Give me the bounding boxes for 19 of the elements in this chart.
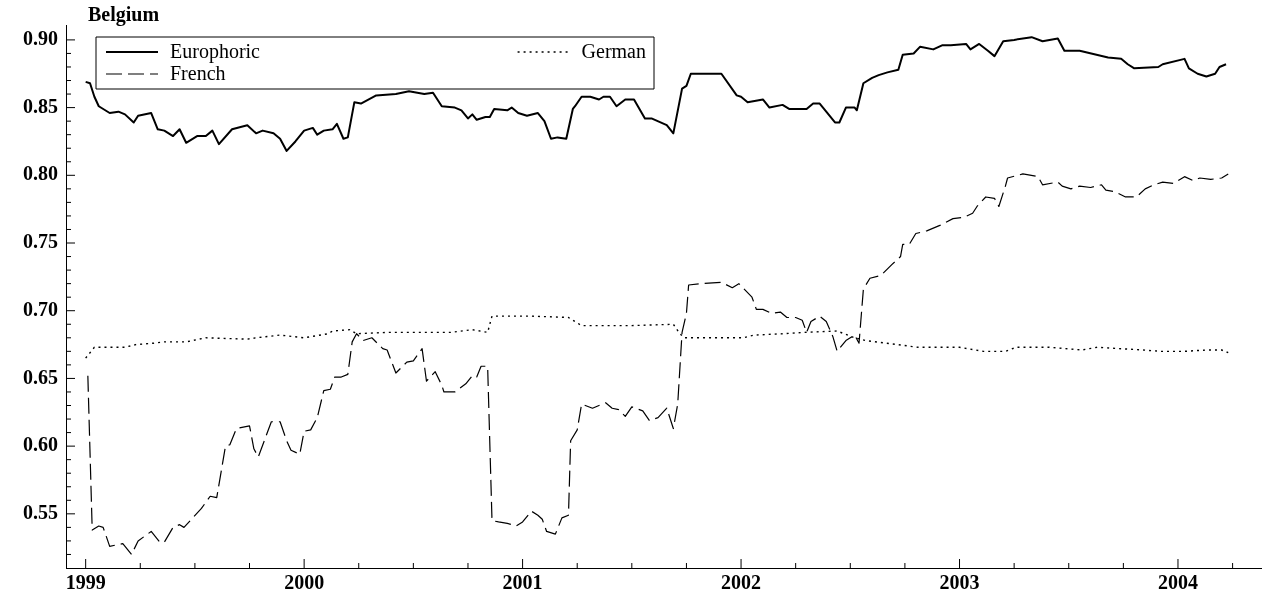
y-tick-label: 0.65 [23, 365, 58, 388]
chart-title: Belgium [88, 3, 160, 26]
y-tick-label: 0.60 [23, 433, 58, 456]
y-tick-label: 0.85 [23, 94, 58, 117]
x-tick-label: 2002 [721, 571, 762, 594]
legend-label: Europhoric [170, 40, 261, 64]
y-tick-label: 0.70 [23, 297, 58, 320]
y-tick-label: 0.75 [23, 230, 58, 253]
y-tick-label: 0.55 [23, 501, 58, 524]
legend-label: German [581, 40, 646, 63]
x-tick-label: 1999 [65, 571, 106, 594]
x-tick-label: 2004 [1157, 571, 1198, 594]
x-tick-label: 2003 [939, 571, 980, 594]
x-tick-label: 2001 [502, 571, 543, 594]
x-tick-label: 2000 [284, 571, 325, 594]
legend-label: French [170, 62, 226, 85]
line-series [87, 173, 1229, 556]
y-tick-label: 0.80 [23, 162, 58, 185]
y-tick-label: 0.90 [23, 27, 58, 50]
